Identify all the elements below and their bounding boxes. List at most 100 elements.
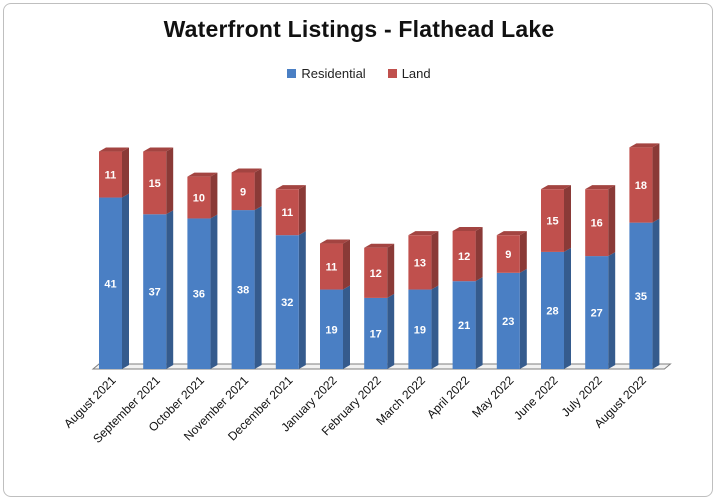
bar-side-residential-10: [564, 247, 571, 369]
bar-top-land-6: [364, 243, 395, 248]
data-label-land-5: 11: [326, 262, 338, 274]
bar-land-5: [320, 243, 343, 290]
bar-residential-8: [452, 281, 476, 369]
bar-side-residential-2: [210, 214, 218, 369]
bar-side-residential-6: [387, 293, 395, 369]
bar-side-residential-3: [254, 206, 262, 369]
data-label-residential-3: 38: [237, 285, 249, 297]
bar-land-3: [231, 172, 255, 211]
data-label-residential-8: 21: [458, 320, 470, 332]
bar-top-land-12: [629, 143, 660, 148]
bar-side-land-9: [519, 231, 527, 273]
data-label-residential-6: 17: [370, 328, 382, 340]
bar-land-7: [408, 235, 432, 290]
legend-swatch-land: [387, 69, 397, 78]
bar-residential-0: [99, 197, 122, 369]
bar-top-land-9: [496, 231, 527, 236]
data-label-residential-7: 19: [414, 324, 426, 336]
bar-top-land-1: [143, 147, 174, 152]
data-label-residential-4: 32: [281, 297, 293, 309]
bar-side-land-10: [564, 185, 571, 252]
bar-side-residential-12: [652, 218, 660, 369]
bar-land-11: [585, 189, 609, 257]
bar-top-land-7: [408, 231, 439, 236]
bar-land-9: [496, 235, 520, 273]
bar-side-land-11: [608, 185, 616, 257]
x-tick-label-9: May 2022: [469, 373, 516, 420]
bar-side-land-5: [343, 239, 350, 290]
bar-residential-12: [629, 222, 653, 369]
legend-swatch-residential: [287, 69, 297, 78]
data-label-land-6: 12: [370, 268, 382, 280]
data-label-residential-12: 35: [635, 291, 647, 303]
bar-land-10: [541, 189, 564, 252]
bar-side-residential-9: [519, 268, 527, 369]
bar-top-land-2: [187, 172, 218, 177]
bar-top-land-3: [231, 168, 262, 173]
bar-top-land-4: [275, 185, 306, 190]
bar-top-land-5: [320, 239, 350, 244]
bar-residential-1: [143, 214, 167, 369]
x-tick-label-8: April 2022: [424, 373, 472, 421]
bar-side-residential-7: [431, 285, 439, 369]
bar-side-residential-4: [298, 231, 306, 369]
data-label-residential-9: 23: [502, 316, 514, 328]
bar-top-land-8: [452, 227, 483, 231]
bar-side-residential-11: [608, 252, 616, 369]
legend-label-land: Land: [401, 66, 431, 81]
bar-side-residential-5: [343, 285, 350, 369]
chart-title: Waterfront Listings - Flathead Lake: [163, 16, 555, 42]
bar-residential-3: [231, 210, 255, 369]
bar-side-land-6: [387, 243, 395, 298]
bar-land-4: [275, 189, 299, 236]
bar-side-land-0: [122, 147, 129, 198]
bar-land-1: [143, 151, 167, 215]
x-tick-label-11: July 2022: [559, 373, 605, 419]
bar-top-land-11: [585, 185, 616, 190]
bar-residential-2: [187, 218, 211, 369]
data-label-land-1: 15: [149, 178, 161, 190]
data-label-residential-2: 36: [193, 289, 205, 301]
data-label-land-3: 9: [240, 186, 246, 198]
x-tick-label-10: June 2022: [511, 373, 561, 423]
bar-side-land-4: [298, 185, 306, 236]
bar-residential-9: [496, 272, 520, 369]
bar-side-residential-0: [122, 193, 129, 369]
bar-side-land-2: [210, 172, 218, 219]
bar-land-12: [629, 147, 653, 223]
data-label-residential-0: 41: [104, 278, 116, 290]
bar-residential-5: [320, 289, 343, 369]
bar-residential-10: [541, 251, 564, 369]
bar-residential-4: [275, 235, 299, 369]
data-label-land-8: 12: [458, 251, 470, 263]
data-label-residential-11: 27: [591, 308, 603, 320]
bar-land-0: [99, 151, 122, 198]
data-label-residential-10: 28: [546, 305, 558, 317]
data-label-land-2: 10: [193, 193, 205, 205]
bar-residential-6: [364, 297, 388, 369]
bar-top-land-10: [541, 185, 571, 190]
chart-legend: Residential Land: [0, 66, 718, 81]
data-label-land-0: 11: [105, 170, 117, 182]
bar-side-residential-1: [166, 210, 174, 369]
legend-label-residential: Residential: [301, 66, 366, 81]
data-label-land-12: 18: [635, 180, 647, 192]
data-label-land-9: 9: [505, 249, 511, 261]
bar-side-land-7: [431, 231, 439, 290]
data-label-residential-1: 37: [149, 287, 161, 299]
data-label-land-7: 13: [414, 257, 426, 269]
data-label-residential-5: 19: [325, 324, 337, 336]
data-label-land-11: 16: [591, 218, 603, 230]
bar-side-land-1: [166, 147, 174, 215]
bar-residential-7: [408, 289, 432, 369]
bar-residential-11: [585, 256, 609, 369]
bar-top-land-0: [99, 147, 129, 152]
bar-land-6: [364, 247, 388, 298]
legend-item-land: Land: [387, 66, 431, 81]
bar-side-land-3: [254, 168, 262, 211]
bar-side-residential-8: [475, 277, 483, 369]
data-label-land-10: 15: [546, 216, 558, 228]
legend-item-residential: Residential: [287, 66, 366, 81]
bar-side-land-8: [475, 227, 483, 282]
